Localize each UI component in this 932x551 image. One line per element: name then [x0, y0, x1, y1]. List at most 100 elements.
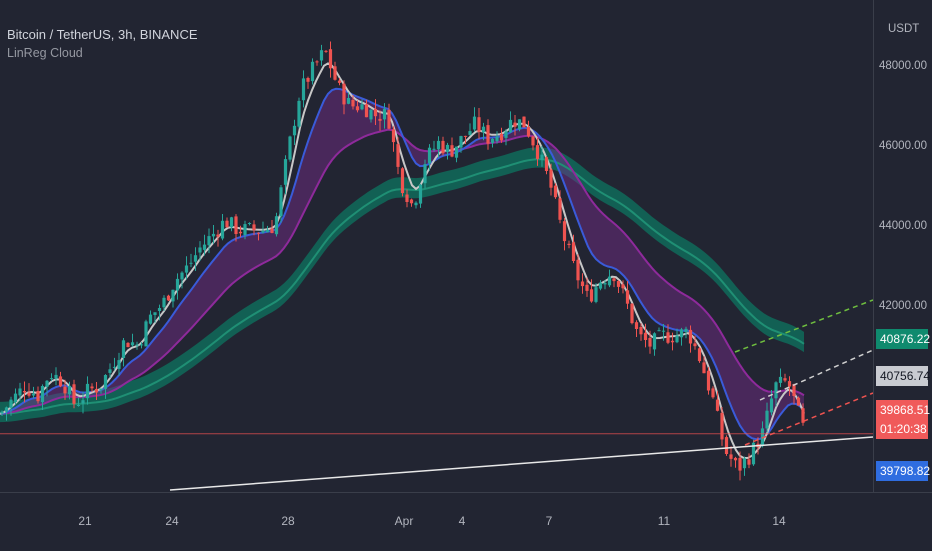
candle-body [774, 382, 778, 399]
candle-body [720, 412, 724, 440]
price-badge-fast: 40756.74 [876, 366, 930, 386]
candle-body [427, 147, 432, 164]
candle-body [792, 384, 796, 396]
candle-body [391, 129, 396, 143]
time-tick: 7 [545, 514, 553, 528]
candle-body [301, 78, 306, 101]
candles [0, 41, 805, 481]
linreg-line-fast [0, 62, 805, 460]
candle-body [184, 265, 189, 273]
candle-body [454, 146, 459, 158]
candle-body [742, 458, 747, 469]
candle-body [769, 398, 774, 413]
candle-body [270, 228, 274, 233]
candle-body [445, 144, 450, 153]
price-tick: 44000.00 [879, 220, 927, 232]
candle-body [54, 374, 58, 379]
candle-body [625, 290, 630, 304]
candle-body [607, 276, 612, 286]
channel-upper [734, 299, 874, 353]
candle-body [319, 50, 324, 61]
price-tick: 46000.00 [879, 140, 927, 152]
candle-body [94, 388, 99, 393]
time-axis[interactable] [0, 492, 932, 551]
candle-body [450, 145, 454, 157]
candle-body [661, 330, 666, 332]
candle-body [675, 335, 679, 343]
candle-body [387, 109, 391, 129]
candle-body [261, 230, 265, 233]
candle-body [40, 386, 45, 403]
price-tick: 42000.00 [879, 300, 927, 312]
candle-body [31, 393, 36, 396]
candle-body [787, 381, 792, 387]
candle-body [121, 340, 126, 358]
candle-body [45, 380, 49, 387]
candle-body [274, 216, 279, 235]
candle-body [414, 202, 418, 206]
candle-body [711, 388, 715, 398]
candle-body [112, 366, 117, 368]
candle-body [279, 187, 283, 217]
time-tick: 14 [772, 514, 786, 528]
candle-body [535, 145, 540, 159]
countdown-badge: 01:20:38 [876, 419, 928, 439]
candle-body [697, 348, 702, 362]
candle-body [562, 221, 567, 242]
indicator-name[interactable]: LinReg Cloud [7, 46, 83, 60]
candle-body [72, 384, 76, 404]
candle-body [211, 233, 216, 237]
candle-body [549, 169, 553, 188]
candle-body [76, 405, 81, 406]
price-axis[interactable] [873, 0, 932, 492]
candle-body [310, 61, 315, 82]
candle-body [508, 119, 513, 133]
price-badge-cloud: 40876.22 [876, 329, 930, 349]
candle-body [747, 459, 751, 465]
time-tick: 4 [458, 514, 466, 528]
candle-body [652, 333, 657, 350]
candle-body [684, 328, 688, 332]
candle-body [157, 308, 162, 311]
candle-body [220, 220, 225, 239]
candle-body [603, 283, 607, 285]
candle-body [459, 136, 463, 148]
candle-body [778, 376, 783, 383]
candle-body [0, 411, 4, 414]
candle-body [238, 231, 243, 234]
cloud-band-purple [0, 88, 804, 440]
candle-body [544, 157, 549, 171]
trend-line[interactable] [169, 436, 874, 491]
candle-body [724, 437, 729, 454]
candle-body [396, 144, 400, 167]
symbol-title: Bitcoin / TetherUS, 3h, BINANCE [7, 27, 198, 42]
candle-body [135, 344, 139, 346]
candle-body [189, 262, 193, 264]
candle-body [333, 66, 337, 80]
candle-body [436, 140, 441, 150]
candle-body [571, 242, 576, 261]
candle-body [4, 407, 9, 412]
candle-body [198, 247, 202, 253]
candle-body [67, 386, 72, 395]
candle-body [337, 80, 342, 83]
candle-body [423, 164, 427, 184]
price-badge-last: 39868.51 [876, 400, 930, 420]
candle-body [342, 83, 346, 105]
candle-body [306, 78, 310, 82]
candle-body [715, 399, 720, 411]
candle-body [693, 343, 697, 347]
candle-body [490, 138, 495, 143]
candle-body [612, 278, 616, 282]
candle-body [99, 388, 103, 391]
candle-body [553, 185, 558, 198]
candle-body [22, 391, 27, 393]
candle-body [666, 332, 670, 343]
candle-body [166, 295, 171, 301]
candle-body [796, 397, 801, 406]
candle-body [36, 391, 40, 402]
candle-body [81, 400, 85, 404]
candle-body [18, 388, 22, 396]
candle-body [517, 119, 522, 130]
